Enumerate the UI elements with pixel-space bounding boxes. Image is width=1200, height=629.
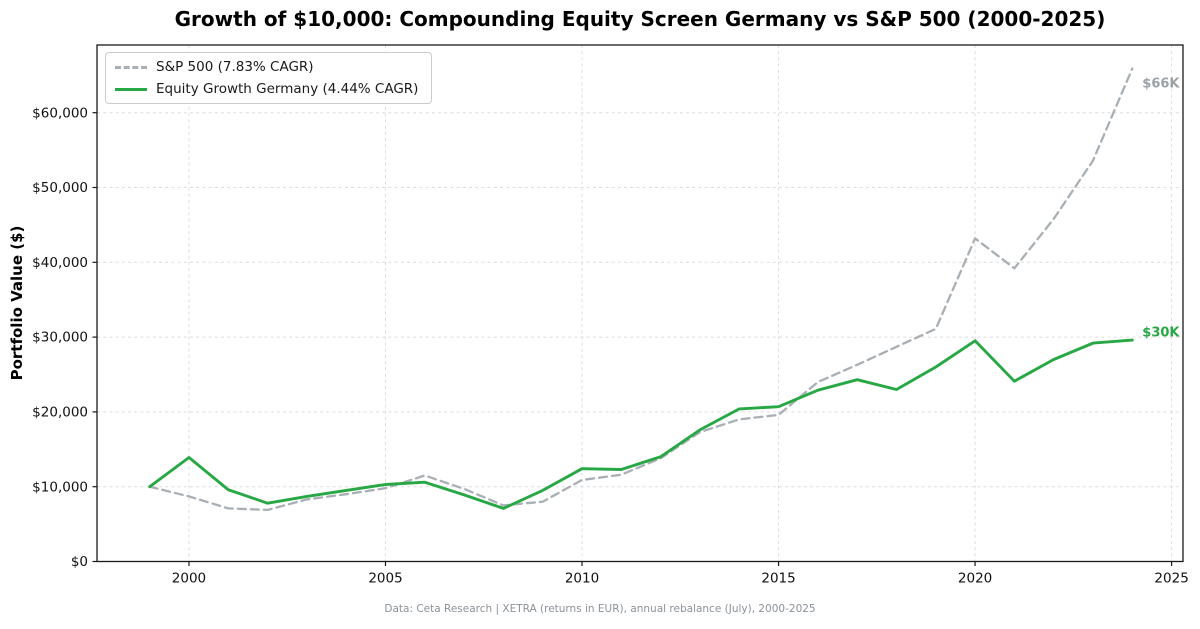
x-tick-label: 2020 bbox=[958, 571, 992, 587]
legend-label-sp500: S&P 500 (7.83% CAGR) bbox=[156, 59, 314, 75]
x-tick-label: 2025 bbox=[1154, 571, 1188, 587]
x-tick-label: 2015 bbox=[761, 571, 795, 587]
germany-series-line bbox=[148, 338, 1134, 510]
x-tick-label: 2010 bbox=[565, 571, 599, 587]
axes-border bbox=[96, 44, 1184, 563]
legend: S&P 500 (7.83% CAGR) Equity Growth Germa… bbox=[105, 52, 433, 104]
y-tick-label: $0 bbox=[71, 554, 88, 570]
legend-item-germany: Equity Growth Germany (4.44% CAGR) bbox=[115, 81, 418, 97]
y-tick-label: $10,000 bbox=[32, 479, 88, 495]
germany-solid-line-swatch bbox=[115, 87, 147, 91]
y-tick-label: $50,000 bbox=[32, 180, 88, 196]
source-caption: Data: Ceta Research | XETRA (returns in … bbox=[384, 603, 816, 615]
chart-title: Growth of $10,000: Compounding Equity Sc… bbox=[174, 7, 1106, 31]
legend-label-germany: Equity Growth Germany (4.44% CAGR) bbox=[156, 81, 419, 97]
y-tick-label: $40,000 bbox=[32, 255, 88, 271]
endpoint-label-germany: $30K bbox=[1142, 325, 1180, 341]
y-tick-label: $20,000 bbox=[32, 404, 88, 420]
legend-item-sp500: S&P 500 (7.83% CAGR) bbox=[115, 59, 418, 75]
x-tick-label: 2000 bbox=[172, 571, 206, 587]
sp500-dashed-line-swatch bbox=[115, 65, 147, 69]
x-tick-label: 2005 bbox=[368, 571, 402, 587]
y-axis-label: Portfolio Value ($) bbox=[8, 225, 26, 381]
y-tick-label: $30,000 bbox=[32, 330, 88, 346]
sp500-series-line bbox=[148, 67, 1134, 512]
y-tick-label: $60,000 bbox=[32, 105, 88, 121]
endpoint-label-sp500: $66K bbox=[1142, 76, 1180, 92]
